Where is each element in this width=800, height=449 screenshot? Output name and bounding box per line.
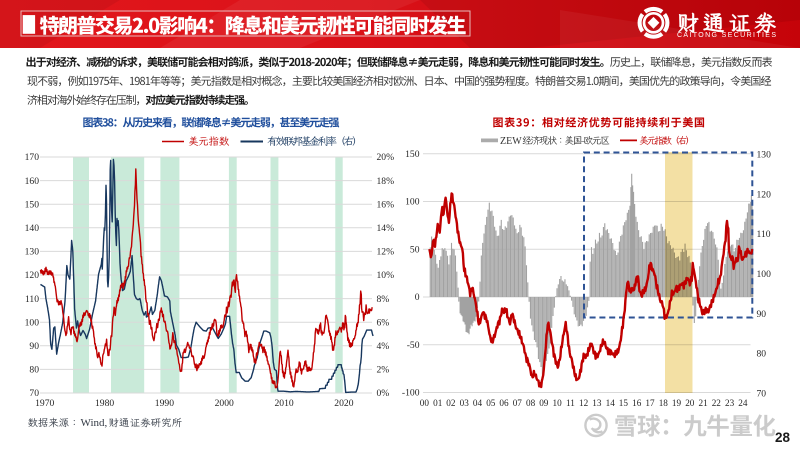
svg-text:05: 05 xyxy=(486,398,496,408)
svg-text:120: 120 xyxy=(757,190,772,201)
svg-text:140: 140 xyxy=(25,223,40,234)
svg-text:17: 17 xyxy=(645,398,655,408)
svg-text:6%: 6% xyxy=(377,317,390,328)
svg-text:06: 06 xyxy=(499,398,509,408)
svg-text:03: 03 xyxy=(460,398,470,408)
svg-text:20: 20 xyxy=(685,398,695,408)
svg-text:70: 70 xyxy=(757,388,767,399)
svg-text:04: 04 xyxy=(473,398,483,408)
svg-text:14%: 14% xyxy=(377,223,395,234)
svg-text:16: 16 xyxy=(632,398,642,408)
svg-text:0%: 0% xyxy=(377,388,390,399)
svg-text:150: 150 xyxy=(405,149,420,160)
svg-text:90: 90 xyxy=(757,309,767,320)
svg-text:28: 28 xyxy=(775,430,791,445)
svg-text:80: 80 xyxy=(29,365,39,376)
svg-text:21: 21 xyxy=(699,398,709,408)
svg-text:-100: -100 xyxy=(402,388,420,399)
svg-text:18%: 18% xyxy=(377,176,395,187)
svg-text:16%: 16% xyxy=(377,199,395,210)
svg-text:70: 70 xyxy=(29,388,39,399)
svg-text:160: 160 xyxy=(25,176,40,187)
svg-text:2010: 2010 xyxy=(275,398,294,409)
svg-text:80: 80 xyxy=(757,349,767,360)
svg-text:11: 11 xyxy=(566,398,575,408)
svg-text:10: 10 xyxy=(553,398,563,408)
svg-text:22: 22 xyxy=(712,398,722,408)
svg-text:10%: 10% xyxy=(377,270,395,281)
svg-text:1980: 1980 xyxy=(95,398,114,409)
svg-text:08: 08 xyxy=(526,398,536,408)
svg-text:ZEW: ZEW xyxy=(500,136,522,147)
svg-text:15: 15 xyxy=(619,398,629,408)
svg-text:120: 120 xyxy=(25,270,40,281)
svg-text:1990: 1990 xyxy=(155,398,174,409)
svg-text:0: 0 xyxy=(415,292,420,303)
svg-text:130: 130 xyxy=(25,247,40,258)
svg-text:01: 01 xyxy=(433,398,443,408)
svg-text:24: 24 xyxy=(738,398,748,408)
svg-text:20%: 20% xyxy=(377,152,395,163)
svg-text:50: 50 xyxy=(410,244,420,255)
svg-text:23: 23 xyxy=(725,398,735,408)
svg-text:2000: 2000 xyxy=(215,398,234,409)
svg-text:100: 100 xyxy=(25,317,40,328)
svg-text:12%: 12% xyxy=(377,247,395,258)
svg-text:02: 02 xyxy=(446,398,456,408)
svg-text:13: 13 xyxy=(592,398,602,408)
svg-text:19: 19 xyxy=(672,398,682,408)
svg-text:1970: 1970 xyxy=(35,398,54,409)
svg-text:100: 100 xyxy=(405,197,420,208)
svg-text:4%: 4% xyxy=(377,341,390,352)
svg-text:07: 07 xyxy=(513,398,523,408)
svg-text:Wind,: Wind, xyxy=(81,417,108,429)
svg-text:2020: 2020 xyxy=(334,398,353,409)
svg-text:2%: 2% xyxy=(377,365,390,376)
svg-text:00: 00 xyxy=(420,398,430,408)
svg-text:09: 09 xyxy=(539,398,549,408)
svg-text:150: 150 xyxy=(25,199,40,210)
svg-text:90: 90 xyxy=(29,341,39,352)
svg-text:100: 100 xyxy=(757,269,772,280)
svg-text:12: 12 xyxy=(579,398,589,408)
svg-text:110: 110 xyxy=(25,294,39,305)
svg-text:-50: -50 xyxy=(407,340,420,351)
svg-text:14: 14 xyxy=(606,398,616,408)
svg-text:170: 170 xyxy=(25,152,40,163)
svg-text:18: 18 xyxy=(659,398,669,408)
svg-text:8%: 8% xyxy=(377,294,390,305)
svg-text:130: 130 xyxy=(757,150,772,161)
svg-text:110: 110 xyxy=(757,229,771,240)
